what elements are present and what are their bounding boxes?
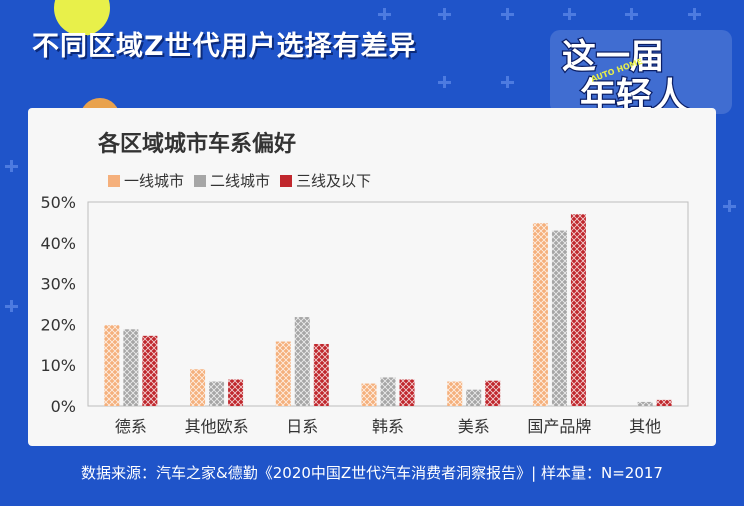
legend-item-tier3: 三线及以下 bbox=[280, 170, 371, 191]
bar-tier3 bbox=[570, 214, 586, 406]
x-category-label: 韩系 bbox=[372, 417, 404, 436]
bar-tier1 bbox=[532, 223, 548, 406]
bar-tier3 bbox=[656, 399, 672, 406]
bar-tier3 bbox=[485, 380, 501, 406]
bar-tier2 bbox=[123, 329, 139, 406]
x-category-label: 美系 bbox=[458, 417, 490, 436]
bar-tier1 bbox=[104, 325, 120, 406]
y-tick-label: 30% bbox=[40, 275, 76, 294]
x-category-label: 德系 bbox=[115, 417, 147, 436]
legend-swatch-tier2 bbox=[194, 174, 207, 187]
bar-tier2 bbox=[380, 377, 396, 406]
bar-tier2 bbox=[637, 401, 653, 406]
bar-tier1 bbox=[447, 381, 463, 406]
x-category-label: 其他欧系 bbox=[185, 417, 249, 436]
bar-tier1 bbox=[275, 341, 291, 406]
bar-tier2 bbox=[294, 317, 310, 406]
y-tick-label: 20% bbox=[40, 315, 76, 334]
logo-line1: 这一届 bbox=[562, 37, 664, 77]
legend-swatch-tier1 bbox=[108, 174, 120, 187]
x-category-label: 其他 bbox=[629, 417, 661, 436]
bar-tier1 bbox=[361, 383, 377, 406]
legend-label-tier2: 二线城市 bbox=[210, 172, 271, 190]
legend-label-tier1: 一线城市 bbox=[124, 172, 185, 190]
bar-tier2 bbox=[551, 230, 567, 406]
bar-tier3 bbox=[399, 379, 415, 406]
bar-tier2 bbox=[466, 389, 482, 406]
chart-title: 各区域城市车系偏好 bbox=[98, 132, 297, 157]
plot-frame bbox=[87, 201, 689, 407]
legend: 一线城市 二线城市 三线及以下 bbox=[108, 170, 371, 191]
legend-label-tier3: 三线及以下 bbox=[296, 172, 372, 190]
chart-card: 0% 10% 20% 30% 40% 50% 德系 其他欧系 日系 韩系 美系 国产品牌 其他 各区域… bbox=[28, 108, 716, 446]
y-tick-label: 10% bbox=[40, 356, 76, 375]
bar-tier3 bbox=[313, 343, 329, 406]
y-tick-label: 40% bbox=[40, 234, 76, 253]
logo: 这一届 年轻人 AUTO HOME bbox=[550, 30, 732, 118]
bar-tier1 bbox=[190, 369, 206, 406]
bar-tier3 bbox=[142, 335, 158, 406]
legend-item-tier2: 二线城市 bbox=[194, 170, 270, 191]
bar-chart: 0% 10% 20% 30% 40% 50% 德系 其他欧系 日系 韩系 美系 国产品牌 其他 bbox=[40, 193, 689, 436]
y-tick-label: 50% bbox=[40, 193, 76, 212]
legend-item-tier1: 一线城市 bbox=[108, 170, 184, 191]
x-category-label: 日系 bbox=[286, 417, 318, 436]
headline: 不同区域Z世代用户选择有差异 bbox=[32, 31, 417, 62]
source-footer: 数据来源：汽车之家&德勤《2020中国Z世代汽车消费者洞察报告》| 样本量：N=… bbox=[81, 464, 663, 482]
legend-swatch-tier3 bbox=[280, 174, 293, 187]
y-tick-label: 0% bbox=[51, 397, 76, 416]
bar-tier2 bbox=[209, 381, 225, 406]
x-category-label: 国产品牌 bbox=[527, 417, 591, 436]
bar-tier3 bbox=[228, 379, 244, 406]
